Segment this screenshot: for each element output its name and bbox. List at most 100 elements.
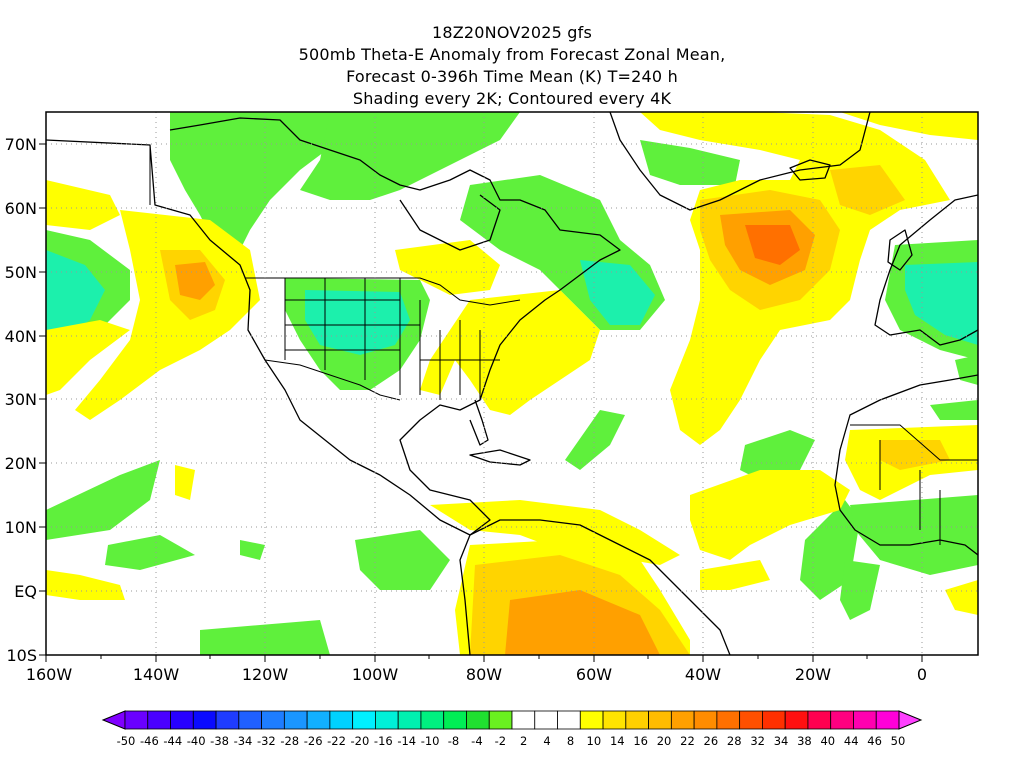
y-tick-label: 10S: [6, 646, 37, 665]
color-bar-label: 20: [657, 734, 672, 748]
shade-green-tropic-pacific-5: [240, 540, 265, 560]
shade-yellow-se-pacific: [46, 570, 125, 600]
color-bar-label: 16: [633, 734, 648, 748]
color-bar-label: 32: [750, 734, 765, 748]
color-bar-max-arrow: [898, 710, 923, 730]
coast-south-america: [459, 519, 731, 655]
color-bar-label: -46: [140, 734, 159, 748]
shade-green-atl-1: [565, 410, 625, 470]
color-bar-labels: -50 -46 -44 -40 -38 -34 -32 -28 -26 -22 -20 -16 -14-…: [117, 734, 906, 748]
shade-teal-europe: [905, 262, 978, 345]
color-bar-label: 2: [520, 734, 527, 748]
shade-teal-pacific: [46, 250, 105, 345]
color-bar-box: [375, 710, 399, 730]
y-tick-label: 40N: [5, 327, 37, 346]
color-bar-box: [853, 710, 877, 730]
y-tick-label: 10N: [5, 518, 37, 537]
color-bar-label: -26: [304, 734, 323, 748]
shade-yellow-west-pac: [46, 180, 120, 230]
color-bar-box: [670, 710, 695, 730]
coast-africa: [834, 374, 978, 556]
shade-gold-sahara: [880, 440, 950, 470]
shade-teal-canada-east: [580, 260, 655, 325]
color-bar-label: 28: [727, 734, 742, 748]
shade-green-greenland: [640, 140, 740, 185]
x-tick-label: 100W: [352, 665, 399, 684]
tick-marks: [39, 143, 923, 662]
shade-green-tropic-pacific-1: [46, 460, 160, 540]
color-bar-boxes: [101, 710, 923, 730]
color-bar-box: [534, 710, 558, 730]
x-tick-label: 0: [917, 665, 927, 684]
x-tick-label: 120W: [242, 665, 289, 684]
shade-orange-alaska: [175, 262, 215, 300]
color-bar-label: -40: [187, 734, 206, 748]
y-tick-label: 50N: [5, 263, 37, 282]
color-bar-box: [352, 710, 376, 730]
color-bar-label: 40: [820, 734, 835, 748]
shade-darkorange-atlantic: [745, 225, 800, 265]
color-bar-label: 38: [797, 734, 812, 748]
x-tick-label: 140W: [133, 665, 180, 684]
coast-uk: [887, 229, 913, 271]
shade-yellow-gulf-alaska: [75, 210, 260, 420]
coast-cuba: [469, 449, 531, 466]
color-bar-label: -4: [471, 734, 482, 748]
shade-green-canary: [930, 400, 978, 420]
color-bar-label: -28: [280, 734, 299, 748]
color-bar-label: -22: [327, 734, 346, 748]
color-bar-label: -2: [495, 734, 506, 748]
y-tick-label: EQ: [14, 582, 37, 601]
border-states: [284, 278, 500, 400]
color-bar-box: [283, 710, 308, 730]
map-title: 18Z20NOV2025 gfs 500mb Theta-E Anomaly f…: [0, 22, 1024, 110]
x-axis-labels: 160W 140W 120W 100W 80W 60W 40W 20W 0: [26, 665, 927, 684]
color-bar-label: 8: [567, 734, 574, 748]
color-bar-label: 50: [891, 734, 906, 748]
color-bar-label: 14: [610, 734, 625, 748]
color-bar-box: [511, 710, 536, 730]
color-bar-label: -14: [397, 734, 416, 748]
color-bar-label: 4: [543, 734, 550, 748]
color-bar-label: -8: [448, 734, 459, 748]
color-bar-label: 44: [844, 734, 859, 748]
color-bar-box: [830, 710, 854, 730]
color-bar-box: [739, 710, 763, 730]
color-bar-box: [397, 710, 422, 730]
shade-green-africa: [850, 495, 978, 575]
x-tick-label: 160W: [26, 665, 73, 684]
color-bar-label: 34: [774, 734, 789, 748]
x-tick-label: 60W: [576, 665, 612, 684]
color-bar-box: [875, 710, 900, 730]
color-bar-box: [124, 710, 149, 730]
color-bar-label: -16: [374, 734, 393, 748]
border-us-canada: [245, 277, 521, 306]
color-bar-box: [261, 710, 285, 730]
y-tick-label: 70N: [5, 135, 37, 154]
shade-yellow-east-us: [420, 290, 600, 415]
color-bar-box: [784, 710, 809, 730]
color-bar-label: -38: [210, 734, 229, 748]
shade-green-north-canada: [170, 112, 340, 250]
shade-yellow-pac-small: [175, 465, 195, 500]
coast-iceland: [789, 159, 831, 181]
x-tick-label: 80W: [466, 665, 502, 684]
shade-green-hudson: [300, 112, 520, 200]
color-bar-box: [488, 710, 513, 730]
color-bar-box: [557, 710, 581, 730]
shade-yellow-atl-tropic-2: [700, 560, 770, 590]
shade-yellow-greenland-e: [840, 112, 978, 140]
x-tick-label: 40W: [685, 665, 721, 684]
color-bar-box: [579, 710, 604, 730]
color-bar-label: 46: [867, 734, 882, 748]
color-bar-box: [147, 710, 171, 730]
shade-yellow-w-africa: [945, 580, 978, 615]
color-bar-box: [192, 710, 217, 730]
title-line-2: 500mb Theta-E Anomaly from Forecast Zona…: [298, 45, 726, 64]
color-bar-box: [716, 710, 741, 730]
color-bar-box: [648, 710, 672, 730]
coast-north-america: [46, 117, 621, 536]
title-line-1: 18Z20NOV2025 gfs: [431, 23, 593, 42]
color-bar-box: [466, 710, 490, 730]
